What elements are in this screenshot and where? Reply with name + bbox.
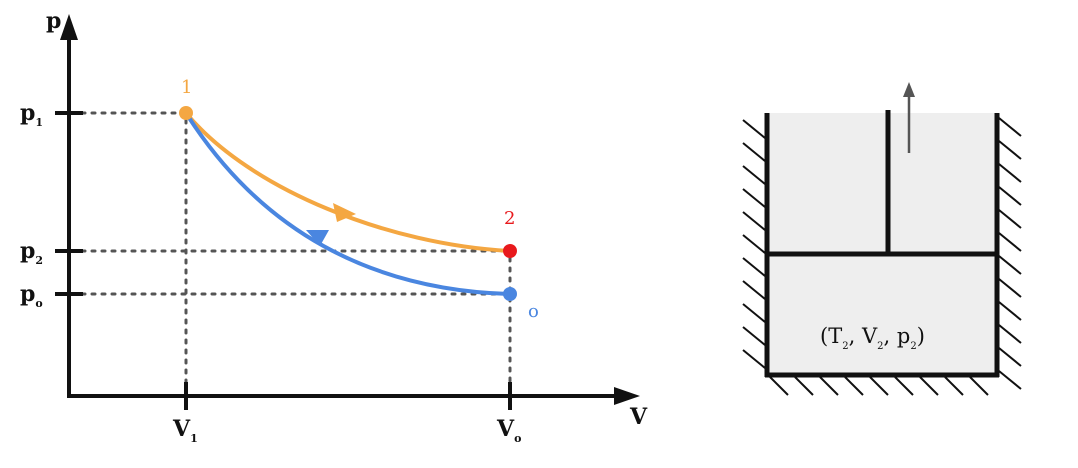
hatch-right — [998, 117, 1022, 390]
orange-curve — [184, 111, 511, 253]
piston-motion-arrow-icon — [903, 82, 915, 97]
y-axis-arrow-icon — [60, 14, 78, 40]
hatch-bottom — [769, 376, 989, 396]
guide-lines — [80, 111, 512, 390]
tick-label-p2: p2 — [20, 238, 43, 267]
hatch-left — [742, 119, 766, 369]
x-axis-label: V — [629, 404, 648, 430]
tick-label-v1: V1 — [172, 416, 198, 445]
tick-label-po: po — [20, 281, 43, 310]
point-label-2: 2 — [504, 208, 515, 229]
point-2 — [503, 244, 517, 258]
y-axis-label: p — [46, 8, 61, 34]
point-1 — [179, 106, 193, 120]
orange-direction-arrow-icon — [333, 203, 356, 222]
piston-cylinder: (T2, V2, p2) — [742, 82, 1022, 396]
point-label-1: 1 — [181, 77, 192, 98]
blue-curve — [184, 111, 511, 296]
tick-label-vo: Vo — [496, 416, 521, 445]
point-label-o: o — [528, 301, 539, 322]
point-o — [503, 287, 517, 301]
tick-marks — [55, 111, 512, 410]
tick-label-p1: p1 — [20, 100, 43, 129]
cylinder-state-label: (T2, V2, p2) — [820, 324, 925, 352]
pv-diagram: p V p1 p2 po V1 Vo 1 2 o — [20, 8, 648, 445]
blue-direction-arrow-icon — [306, 230, 329, 246]
cylinder-interior — [767, 113, 997, 375]
x-axis-arrow-icon — [614, 387, 640, 405]
